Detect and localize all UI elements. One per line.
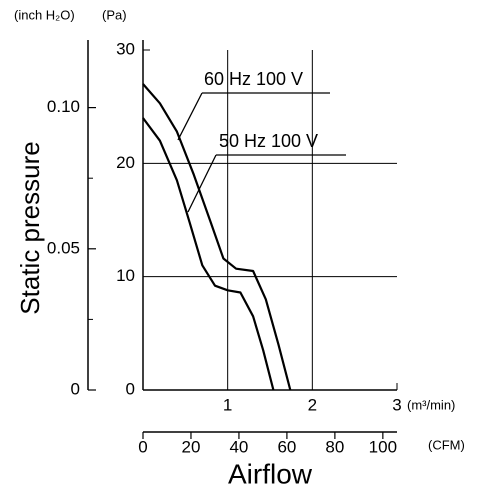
y-unit: (Pa) [102,7,127,22]
y-tick-label: 30 [116,39,135,58]
x-unit: (m³/min) [407,397,455,412]
x2-tick-label: 0 [138,437,147,456]
y2-tick-label: 0.05 [47,238,80,257]
y-tick-label: 10 [116,266,135,285]
leader-line [187,154,217,213]
y2-tick-label: 0 [71,379,80,398]
y2-unit: (inch H₂O) [14,7,75,22]
series-label: 50 Hz 100 V [219,131,318,151]
leader-line [177,92,203,141]
x2-tick-label: 80 [325,437,344,456]
x-tick-label: 3 [392,395,401,414]
y-tick-label: 0 [126,379,135,398]
x2-tick-label: 20 [182,437,201,456]
y2-tick-label: 0.10 [47,97,80,116]
y-axis-title: Static pressure [15,141,45,314]
x-tick-label: 2 [308,395,317,414]
series-label: 60 Hz 100 V [204,69,303,89]
x-axis-title: Airflow [228,458,313,489]
x2-tick-label: 40 [229,437,248,456]
x-tick-label: 1 [223,395,232,414]
x2-unit: (CFM) [428,437,465,452]
x2-tick-label: 60 [277,437,296,456]
x2-tick-label: 100 [369,437,397,456]
y-tick-label: 20 [116,153,135,172]
curve [142,117,275,391]
curve [142,83,292,391]
